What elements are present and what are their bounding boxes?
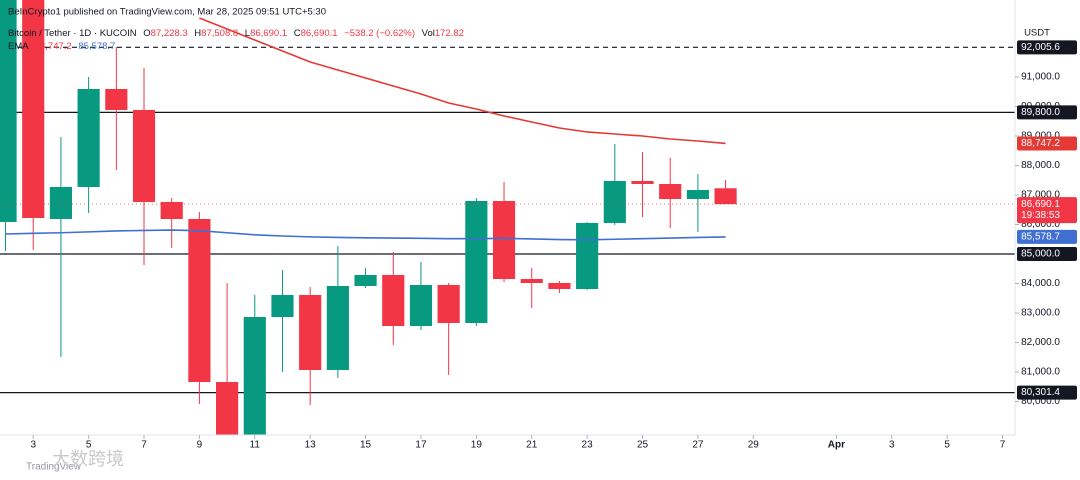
x-tick-label: 15 [360, 440, 372, 451]
value: 87,228.3 [151, 28, 188, 39]
candle-body [631, 180, 654, 184]
x-tick-label: Apr [828, 440, 845, 451]
ema-label: EMA [8, 41, 29, 52]
x-tick-label: 23 [582, 440, 594, 451]
y-tick-label: 84,000.0 [1021, 278, 1060, 289]
key: O [143, 28, 150, 39]
change: −538.2 (−0.62%) [344, 28, 415, 39]
y-tick-label: 91,000.0 [1021, 72, 1060, 83]
key: L [245, 28, 250, 39]
x-tick-label: 17 [415, 440, 427, 451]
key: H [194, 28, 201, 39]
publisher-line: BeInCrypto1 published on TradingView.com… [8, 7, 326, 18]
level-tag [1017, 246, 1077, 261]
x-tick-label: 9 [197, 440, 203, 451]
y-tick-label: 88,000.0 [1021, 160, 1060, 171]
level-tag-label: 85,000.0 [1021, 249, 1060, 260]
candle-body [354, 274, 377, 286]
candle-body [0, 0, 17, 222]
candle-body [686, 190, 709, 200]
value: 86,690.1 [250, 28, 287, 39]
candle-body [714, 188, 737, 205]
candle-body [326, 285, 349, 370]
candle-body [548, 282, 571, 290]
level-tag-label: 89,800.0 [1021, 107, 1060, 118]
x-tick-label: 27 [692, 440, 704, 451]
ohlc-header: Bitcoin / Tether · 1D · KUCOIN O87,228.3… [8, 28, 464, 39]
x-tick-label: 11 [250, 440, 261, 451]
x-tick-label: 5 [944, 440, 950, 451]
vol: 172.82 [435, 28, 464, 39]
candle-body [271, 294, 294, 318]
y-tick-label: 86,000.0 [1021, 219, 1060, 230]
level-tag [1017, 40, 1077, 55]
ema-tag [1017, 136, 1077, 151]
level-tag [1017, 385, 1077, 400]
x-tick-label: 25 [637, 440, 649, 451]
last-price-label: 86,690.1 [1021, 199, 1060, 210]
key: C [294, 28, 301, 39]
watermark-cn: 大数跨境 [52, 449, 124, 469]
value: 86,690.1 [301, 28, 338, 39]
y-tick-label: 83,000.0 [1021, 308, 1060, 319]
candle-body [216, 382, 239, 435]
candle-body [409, 284, 433, 326]
x-tick-label: 21 [526, 440, 538, 451]
candle-body [243, 317, 266, 435]
y-tick-label: 80,000.0 [1021, 396, 1060, 407]
y-tick-label: 87,000.0 [1021, 190, 1060, 201]
value: 87,508.8 [201, 28, 238, 39]
legend-entry: 88,747.2 [35, 41, 72, 52]
legend-entry: 85,578.7 [78, 41, 115, 52]
candle-body [188, 219, 211, 383]
candle-body [492, 200, 516, 280]
candle-body [659, 183, 682, 200]
x-tick-label: 19 [471, 440, 483, 451]
ema-line [5, 229, 726, 241]
ema-line [199, 17, 726, 145]
level-tag [1017, 105, 1077, 120]
candle-body [603, 180, 626, 223]
x-tick-label: 5 [86, 440, 92, 451]
ema-tag [1017, 229, 1077, 244]
candle-body [437, 284, 460, 323]
ema-tag-label: 85,578.7 [1021, 232, 1060, 243]
level-tag-label: 92,005.6 [1021, 42, 1060, 53]
candle-body [77, 89, 100, 187]
candle-body [520, 279, 543, 283]
candle-body [465, 200, 488, 323]
ema-tag-label: 88,747.2 [1021, 138, 1060, 149]
x-tick-label: 29 [748, 440, 760, 451]
candle-body [132, 110, 156, 202]
candle-body [576, 222, 599, 290]
symbol: Bitcoin / Tether · 1D · KUCOIN [8, 28, 137, 39]
x-tick-label: 7 [141, 440, 147, 451]
candle-body [160, 201, 183, 220]
vol-key: Vol [422, 28, 435, 39]
plot-area [0, 0, 1015, 435]
countdown: 19:38:53 [1021, 210, 1060, 221]
y-tick-label: 81,000.0 [1021, 367, 1060, 378]
last-price-tag [1017, 197, 1077, 224]
x-tick-label: 13 [305, 440, 317, 451]
candle-body [105, 89, 128, 111]
axes: 80,000.0 81,000.0 82,000.0 83,000.0 84,000.0… [30, 40, 1077, 451]
currency: USDT [1024, 28, 1050, 39]
candle-body [299, 294, 322, 370]
x-tick-label: 7 [1000, 440, 1006, 451]
level-tag-label: 80,301.4 [1021, 387, 1060, 398]
y-tick-label: 82,000.0 [1021, 337, 1060, 348]
x-tick-label: 3 [889, 440, 895, 451]
candle-body [22, 0, 45, 219]
watermark: TradingView [26, 462, 82, 473]
candle-body [49, 186, 73, 220]
ema-legend: EMA 88,747.2 85,578.7 [8, 41, 115, 52]
candle-body [382, 274, 405, 326]
x-tick-label: 3 [30, 440, 36, 451]
y-tick-label: 89,000.0 [1021, 131, 1060, 142]
